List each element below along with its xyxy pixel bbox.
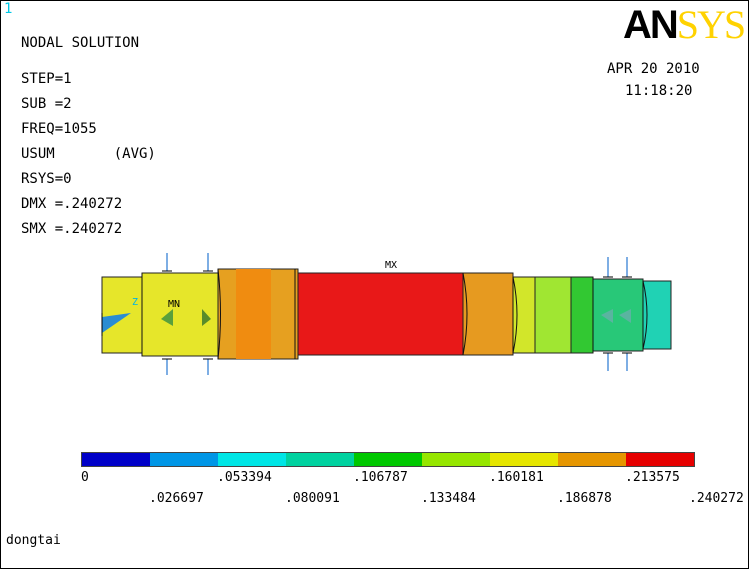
logo-an: AN — [623, 3, 679, 47]
plot-title: NODAL SOLUTION — [21, 35, 140, 51]
shaft-seg-yg-2 — [534, 276, 572, 354]
legend-color-4 — [354, 453, 422, 466]
time-label: 11:18:20 — [625, 83, 693, 99]
info-freq: FREQ=1055 — [21, 121, 97, 137]
date-label: APR 20 2010 — [607, 61, 700, 77]
legend-color-1 — [150, 453, 218, 466]
legend-color-3 — [286, 453, 354, 466]
legend-top-4: .213575 — [625, 470, 680, 485]
shaft-seg-red — [297, 272, 464, 356]
shaft-seg-right-end — [642, 280, 672, 350]
legend-top-3: .160181 — [489, 470, 544, 485]
logo-sys: SYS — [676, 2, 746, 47]
legend-bottom-3: .186878 — [557, 491, 612, 506]
shaft-seg-teal — [592, 278, 644, 352]
ansys-logo: ANSYS — [623, 2, 746, 48]
info-usum: USUM (AVG) — [21, 146, 156, 162]
info-step: STEP=1 — [21, 71, 72, 87]
shaft-seg-orange-2 — [462, 272, 514, 356]
min-label: MN — [168, 299, 181, 310]
info-rsys: RSYS=0 — [21, 171, 72, 187]
legend-color-7 — [558, 453, 626, 466]
info-dmx: DMX =.240272 — [21, 196, 123, 212]
axis-triad — [102, 313, 131, 333]
mn-marker-right — [202, 309, 211, 326]
window-number: 1 — [4, 1, 13, 17]
legend-color-6 — [490, 453, 558, 466]
legend-bottom-4: .240272 — [689, 491, 744, 506]
legend-top-2: .106787 — [353, 470, 408, 485]
legend-color-0 — [82, 453, 150, 466]
legend-bottom-2: .133484 — [421, 491, 476, 506]
shaft-seg-orange-1b — [236, 269, 271, 359]
legend-color-5 — [422, 453, 490, 466]
mn-marker-left — [161, 309, 173, 326]
shaft-seg-green — [570, 276, 594, 354]
contour-legend-bar — [81, 452, 695, 467]
legend-top-1: .053394 — [217, 470, 272, 485]
plot-subtitle: dongtai — [6, 533, 61, 548]
legend-bottom-1: .080091 — [285, 491, 340, 506]
legend-color-2 — [218, 453, 286, 466]
legend-bottom-0: .026697 — [149, 491, 204, 506]
max-label: MX — [385, 260, 398, 271]
info-sub: SUB =2 — [21, 96, 72, 112]
legend-color-8 — [626, 453, 694, 466]
info-smx: SMX =.240272 — [21, 221, 123, 237]
shaft-seg-yg-1 — [512, 276, 536, 354]
axis-z-label: Z — [132, 297, 139, 308]
legend-top-0: 0 — [81, 470, 89, 485]
